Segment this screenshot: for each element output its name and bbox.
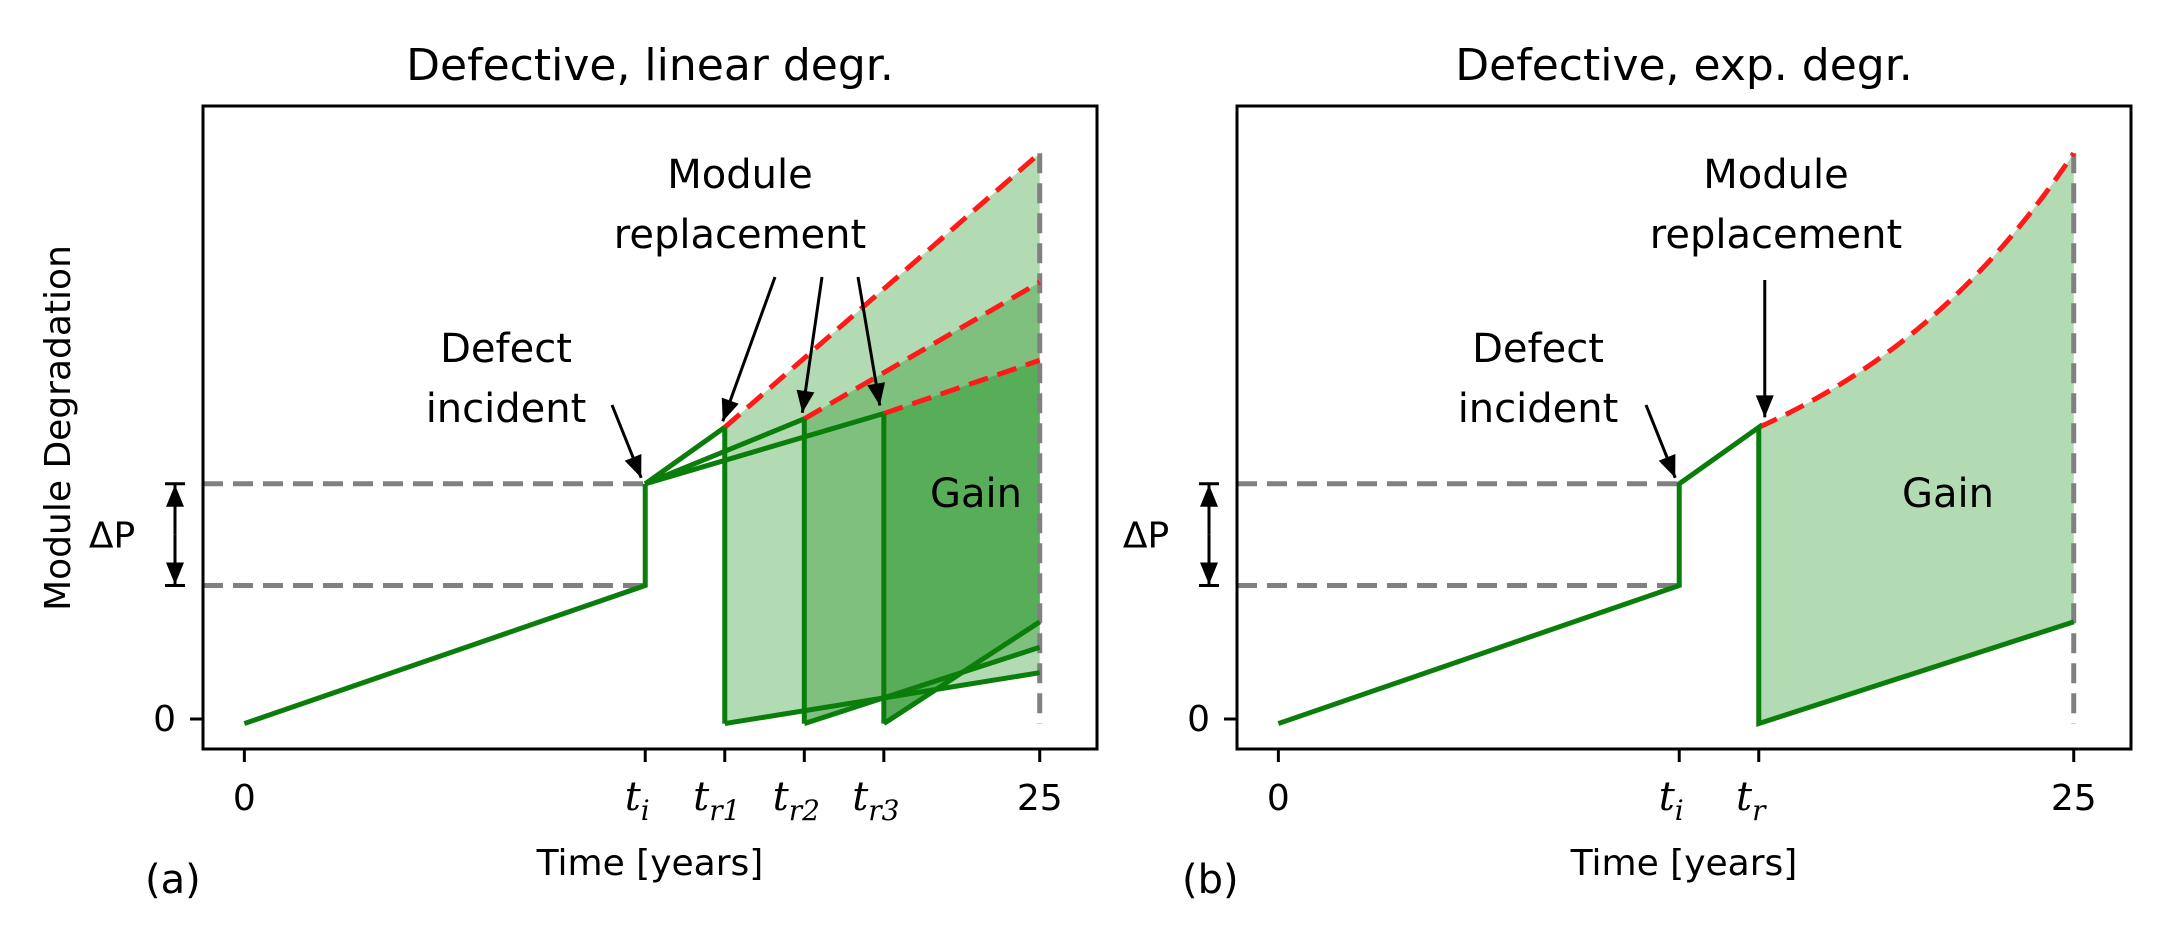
plot-frame-b [1235,104,2133,751]
y-tick-label-0-a: 0 [153,699,176,740]
gain-area-3 [883,360,1040,724]
chart-title-a: Defective, linear degr. [406,40,894,91]
delta-p-label-a: ΔP [89,516,135,557]
replacement-arrow-2-shaft [800,276,824,414]
defect-continuation-1 [723,151,1042,430]
defect-arrow-b-head [1658,454,1676,478]
degradation-lines [243,411,1042,727]
replacement-annotation-line2-b: replacement [1650,212,1902,258]
defect-continuation-b [1757,151,2076,430]
a-x-tick-label-2: tr1 [693,774,740,827]
chart-title-b: Defective, exp. degr. [1455,40,1912,91]
delta-p-marker-a: ΔP [89,482,185,588]
defect-annotation-line1-a: Defect [440,326,572,372]
new-module-line-3 [882,619,1042,726]
a-x-tick-label-3: tr2 [773,774,820,827]
panel-label-b: (b) [1182,857,1239,903]
annotation-arrows-b [1644,280,1774,479]
replacement-annotation-line1-b: Module [1703,152,1848,198]
b-x-tick-label-1: ti [1659,774,1684,827]
delta-arrow-up-head [1200,484,1218,507]
x-ticks-b: 0 ti tr 25 [1267,749,2097,827]
x-axis-label-b: Time [years] [1570,843,1798,884]
defect-continuation-line-b [1757,151,2076,430]
gain-label-a: Gain [930,471,1022,517]
replacement-arrow-2-head [796,389,815,413]
reference-dashes [203,153,1043,724]
delta-p-marker-b: ΔP [1123,482,1219,588]
defect-annotation-line1-b: Defect [1472,326,1604,372]
replacement-arrow-3-head [867,382,886,406]
defect-arrow-a-head [624,454,642,478]
delta-arrow-down-head [1200,562,1218,585]
a-x-tick-label-0: 0 [233,778,256,819]
a-x-tick-label-1: ti [625,774,650,827]
defect-annotation-line2-b: incident [1458,386,1619,432]
gain-area-b [1758,153,2074,724]
replacement-arrow-1-head [721,397,739,422]
y-tick-label-0-b: 0 [1187,699,1210,740]
y-axis-label: Module Degradation [38,245,79,611]
defect-continuation-2 [803,280,1041,421]
b-x-tick-label-0: 0 [1267,778,1290,819]
delta-p-label-b: ΔP [1123,516,1169,557]
defect-annotation-line2-a: incident [426,386,587,432]
replacement-arrow-1-shaft [721,276,777,422]
a-x-tick-label-5: 25 [1017,778,1063,819]
defect-continuation-lines [723,151,1042,430]
panel-a: 0 ti tr1 tr2 tr3 25 Defective, linear degr. T… [38,40,1099,903]
b-x-tick-label-3: 25 [2051,778,2097,819]
panel-label-a: (a) [145,857,201,903]
defect-slope-2 [644,416,806,487]
delta-arrow-down-head [166,562,184,585]
panel-b: 0 ti tr 25 Defective, exp. degr. Time [year… [1123,40,2133,903]
degradation-lines-b [1277,422,2075,728]
defect-continuation-3 [883,357,1041,416]
initial-degradation-line [243,483,648,726]
plot-frame-a [201,104,1099,751]
new-module-line-2 [803,644,1041,726]
replacement-annotation-line2-a: replacement [614,212,866,258]
delta-arrow-up-head [166,484,184,507]
annotation-arrows-a [610,276,886,479]
gain-label-b: Gain [1902,471,1994,517]
degradation-line-b [1277,422,2075,728]
reference-dashes-b [1237,153,2077,724]
replacement-arrow-b-head [1755,395,1774,418]
x-axis-label-a: Time [years] [536,843,764,884]
a-x-tick-label-4: tr3 [852,774,899,827]
x-ticks: 0 ti tr1 tr2 tr3 25 [233,749,1063,827]
b-x-tick-label-2: tr [1736,774,1767,827]
replacement-annotation-line1-a: Module [667,152,812,198]
defect-slope-3 [644,411,885,487]
defect-slope-1 [643,425,727,486]
gain-area-b [1758,153,2074,724]
